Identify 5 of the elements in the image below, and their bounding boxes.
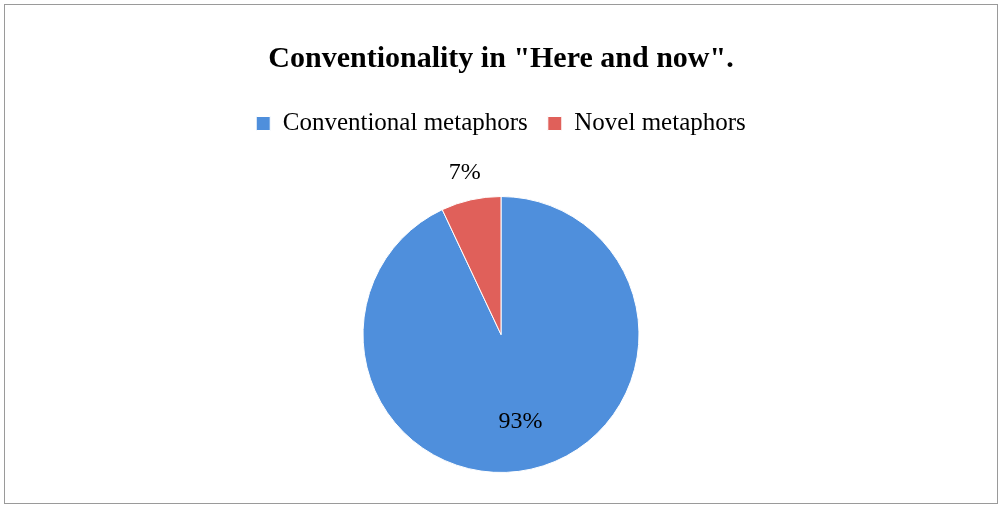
chart-title: Conventionality in "Here and now". [268, 39, 734, 73]
legend-label: Conventional metaphors [282, 108, 528, 136]
data-label: 93% [498, 407, 543, 434]
legend-label: Novel metaphors [574, 108, 746, 136]
data-label: 7% [448, 157, 481, 184]
